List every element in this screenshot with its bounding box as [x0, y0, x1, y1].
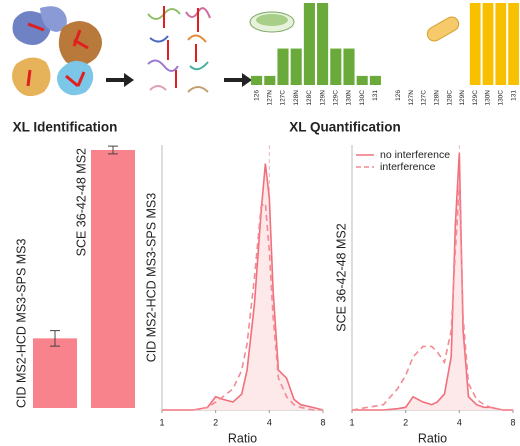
density-area — [162, 163, 323, 410]
x-tick-label: 4 — [457, 417, 462, 427]
protein — [40, 6, 67, 32]
peptides — [147, 6, 211, 93]
x-tick-label: 128C — [446, 90, 453, 106]
density-area — [352, 152, 513, 410]
arrow-head — [124, 73, 134, 87]
x-tick-label: 128N — [434, 90, 441, 106]
bar — [91, 150, 135, 408]
x-tick-label: 131 — [510, 90, 517, 101]
category-label: SCE 36-42-48 MS2 — [74, 148, 88, 256]
error-bar — [50, 330, 60, 347]
x-axis-title: Ratio — [418, 431, 447, 445]
bar — [277, 48, 289, 85]
x-tick-label: 130C — [359, 90, 366, 106]
bar — [264, 75, 276, 85]
x-tick-label: 1 — [349, 417, 354, 427]
bar — [317, 3, 329, 85]
x-tick-label: 126 — [395, 90, 402, 101]
protein — [57, 60, 94, 96]
bar — [330, 48, 342, 85]
density-line — [351, 184, 513, 411]
x-tick-label: 127N — [267, 90, 274, 106]
x-tick-label: 129C — [333, 90, 340, 106]
bar — [508, 3, 519, 85]
x-tick-label: 4 — [267, 417, 272, 427]
y-axis-title: CID MS2-HCD MS3-SPS MS3 — [144, 193, 158, 363]
x-tick-label: 130C — [498, 90, 505, 106]
panel-title: XL Identification — [13, 120, 118, 135]
peptide — [189, 61, 209, 71]
density-line — [162, 163, 324, 411]
bar — [303, 3, 315, 85]
x-tick-label: 127C — [421, 90, 428, 106]
crosslink — [163, 6, 199, 88]
x-tick-label: 8 — [510, 417, 515, 427]
x-tick-label: 129C — [472, 90, 479, 106]
x-tick-label: 128C — [306, 90, 313, 106]
axis-line — [351, 145, 513, 411]
x-tick-label: 129N — [319, 90, 326, 106]
axis-line — [161, 145, 323, 411]
bar — [343, 48, 355, 85]
peptide — [149, 35, 169, 43]
protein — [12, 11, 51, 46]
x-tick-label: 126 — [253, 90, 260, 101]
y-axis-title: SCE 36-42-48 MS2 — [334, 223, 348, 331]
bar — [495, 3, 507, 85]
crosslink — [26, 22, 89, 88]
yeast-cell — [426, 16, 460, 42]
x-tick-label: 2 — [403, 417, 408, 427]
bar — [251, 75, 263, 85]
bar — [482, 3, 494, 85]
bar — [369, 75, 381, 85]
peptide — [149, 85, 167, 91]
category-label: CID MS2-HCD MS3-SPS MS3 — [14, 238, 28, 408]
x-tick-label: 129N — [459, 90, 466, 106]
x-tick-label: 127N — [408, 90, 415, 106]
x-tick-label: 127C — [280, 90, 287, 106]
bar — [469, 3, 481, 85]
x-tick-label: 131 — [372, 90, 379, 101]
arrows — [106, 73, 252, 87]
x-tick-label: 2 — [213, 417, 218, 427]
density-line — [352, 152, 513, 411]
x-tick-label: 130N — [485, 90, 492, 106]
x-tick-label: 8 — [320, 417, 325, 427]
sample-icons — [249, 11, 460, 42]
legend-label: interference — [380, 161, 436, 173]
bar — [290, 48, 302, 85]
cells — [256, 14, 288, 26]
x-tick-label: 128N — [293, 90, 300, 106]
panel-title: XL Quantification — [289, 120, 401, 135]
x-axis-title: Ratio — [228, 431, 257, 445]
peptide — [187, 34, 207, 43]
legend-label: no interference — [380, 149, 450, 161]
peptide — [147, 59, 179, 72]
x-tick-label: 130N — [346, 90, 353, 106]
arrow-head — [242, 73, 252, 87]
bar — [33, 338, 77, 408]
bar — [356, 75, 368, 85]
density-line — [162, 201, 323, 411]
protein — [12, 57, 51, 97]
error-bar — [108, 145, 118, 155]
peptide — [187, 86, 209, 93]
protein-schematic — [12, 6, 102, 97]
x-tick-label: 1 — [159, 417, 164, 427]
